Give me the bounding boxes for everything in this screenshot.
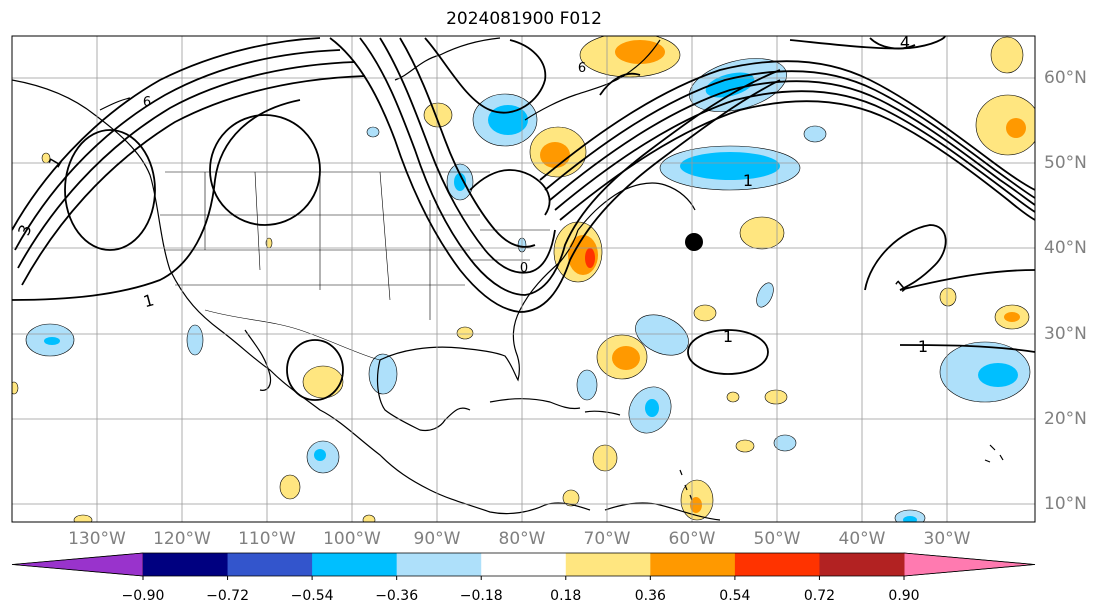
positive-patch <box>73 514 93 522</box>
map-frame <box>11 35 1036 523</box>
negative-patch-core <box>44 337 60 345</box>
positive-patch <box>362 514 376 522</box>
colorbar-tick-label: 0.18 <box>550 588 582 604</box>
contour-label: 1 <box>141 290 156 311</box>
longitude-label: 60°W <box>668 529 716 549</box>
negative-patch <box>368 353 398 395</box>
colorbar-extend-high <box>903 552 1036 577</box>
political-borders <box>160 171 550 361</box>
longitude-label: 30°W <box>923 529 971 549</box>
colorbar-bin <box>227 553 313 576</box>
longitude-label: 100°W <box>323 529 381 549</box>
colorbar-tick-label: −0.90 <box>121 588 165 604</box>
shaded-anomalies <box>12 36 1035 522</box>
negative-patch <box>635 314 689 356</box>
positive-patch <box>592 444 618 472</box>
longitude-label: 80°W <box>498 529 546 549</box>
negative-patch-core <box>645 399 659 417</box>
negative-patch <box>773 434 797 452</box>
colorbar-bin <box>396 553 482 576</box>
latitude-label: 10°N <box>1044 494 1087 514</box>
negative-patch <box>803 125 827 143</box>
coastlines <box>12 37 1004 521</box>
latitude-label: 30°N <box>1044 324 1087 344</box>
colorbar-bin <box>565 553 651 576</box>
positive-patch <box>12 381 19 395</box>
positive-patch-core <box>612 346 640 370</box>
map-title: 2024081900 F012 <box>446 9 602 29</box>
colorbar-bin <box>143 553 229 576</box>
longitude-label: 70°W <box>583 529 631 549</box>
positive-patch <box>739 216 785 250</box>
negative-patch-core <box>680 152 780 180</box>
latitude-label: 40°N <box>1044 238 1087 258</box>
longitude-label: 50°W <box>753 529 801 549</box>
colorbar-tick-label: −0.54 <box>290 588 334 604</box>
latitude-label: 20°N <box>1044 409 1087 429</box>
colorbar-tick-label: 0.54 <box>719 588 751 604</box>
colorbar-bin <box>650 553 736 576</box>
colorbar <box>11 552 1036 580</box>
positive-patch <box>562 489 580 507</box>
colorbar-tick-label: 0.90 <box>888 588 920 604</box>
positive-patch <box>990 36 1024 74</box>
negative-patch-core <box>705 72 755 98</box>
positive-patch-core <box>1004 312 1020 322</box>
contour-label: 1 <box>918 337 928 356</box>
positive-patch-core <box>690 497 702 513</box>
positive-patch <box>456 326 474 340</box>
black-dot-marker <box>685 233 703 251</box>
positive-patch-peak <box>585 248 595 268</box>
latitude-label: 50°N <box>1044 153 1087 173</box>
negative-patch <box>366 126 380 138</box>
colorbar-tick-label: −0.18 <box>459 588 503 604</box>
contour-label: 4 <box>900 33 910 52</box>
longitude-label: 40°W <box>838 529 886 549</box>
colorbar-tick-label: 0.36 <box>634 588 666 604</box>
negative-patch <box>576 369 598 401</box>
positive-patch-core <box>615 40 665 64</box>
contour-label: 6 <box>578 61 586 76</box>
colorbar-tick-label: −0.72 <box>206 588 249 604</box>
contour-label: 1 <box>723 327 733 346</box>
longitude-label: 120°W <box>153 529 211 549</box>
colorbar-bin <box>734 553 820 576</box>
longitude-label: 110°W <box>238 529 296 549</box>
positive-patch-core <box>540 142 570 168</box>
positive-patch <box>764 389 788 405</box>
colorbar-bin <box>481 553 567 576</box>
positive-patch <box>423 102 453 128</box>
contour-label: 6 <box>143 95 151 110</box>
positive-patch <box>939 287 957 307</box>
contour-label: 0 <box>520 261 528 276</box>
colorbar-bin <box>312 553 398 576</box>
negative-patch-core <box>314 449 326 461</box>
positive-patch <box>726 391 740 403</box>
positive-patch <box>975 94 1035 156</box>
positive-patch <box>302 365 344 399</box>
contour-label: 1 <box>743 171 753 190</box>
contours <box>12 36 1035 401</box>
colorbar-extend-low <box>11 552 144 577</box>
colorbar-bin <box>819 553 905 576</box>
longitude-label: 90°W <box>413 529 461 549</box>
colorbar-tick-label: 0.72 <box>803 588 836 604</box>
positive-patch <box>735 439 755 453</box>
positive-patch-core <box>1006 118 1026 138</box>
positive-patch <box>279 474 301 500</box>
negative-patch <box>756 282 774 308</box>
negative-patch-core <box>454 173 466 191</box>
graticule <box>12 36 1035 522</box>
negative-patch-core <box>903 516 917 522</box>
longitude-label: 130°W <box>68 529 126 549</box>
negative-patch-core <box>978 363 1018 387</box>
positive-patch <box>693 304 717 322</box>
latitude-label: 60°N <box>1044 68 1087 88</box>
negative-patch <box>186 324 204 356</box>
colorbar-tick-label: −0.36 <box>375 588 419 604</box>
